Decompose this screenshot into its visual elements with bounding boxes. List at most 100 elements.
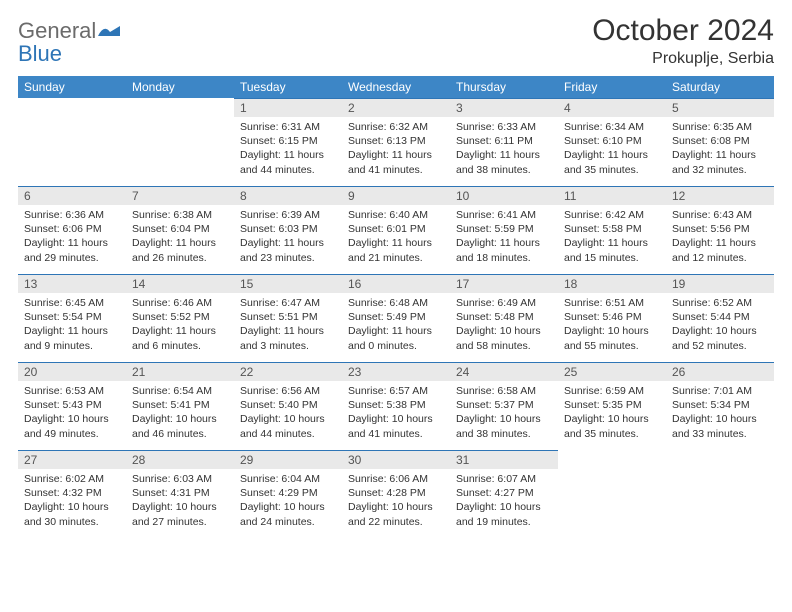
daylight-text-2: and 52 minutes. [672, 339, 768, 353]
day-header: Tuesday [234, 76, 342, 98]
daylight-text-1: Daylight: 11 hours [348, 324, 444, 338]
sunrise-text: Sunrise: 6:06 AM [348, 472, 444, 486]
daylight-text-1: Daylight: 10 hours [672, 324, 768, 338]
sunset-text: Sunset: 4:28 PM [348, 486, 444, 500]
daylight-text-2: and 3 minutes. [240, 339, 336, 353]
daylight-text-2: and 24 minutes. [240, 515, 336, 529]
calendar-cell: 24Sunrise: 6:58 AMSunset: 5:37 PMDayligh… [450, 362, 558, 450]
sunset-text: Sunset: 6:10 PM [564, 134, 660, 148]
day-details: Sunrise: 6:36 AMSunset: 6:06 PMDaylight:… [18, 205, 126, 269]
sunset-text: Sunset: 5:43 PM [24, 398, 120, 412]
calendar-head: Sunday Monday Tuesday Wednesday Thursday… [18, 76, 774, 98]
day-number: 14 [126, 274, 234, 293]
daylight-text-2: and 38 minutes. [456, 427, 552, 441]
daylight-text-2: and 38 minutes. [456, 163, 552, 177]
sunrise-text: Sunrise: 6:31 AM [240, 120, 336, 134]
sunset-text: Sunset: 5:48 PM [456, 310, 552, 324]
sunrise-text: Sunrise: 6:47 AM [240, 296, 336, 310]
daylight-text-2: and 58 minutes. [456, 339, 552, 353]
day-number: 26 [666, 362, 774, 381]
page-header: General Blue October 2024 Prokuplje, Ser… [18, 14, 774, 68]
day-details: Sunrise: 6:31 AMSunset: 6:15 PMDaylight:… [234, 117, 342, 181]
daylight-text-1: Daylight: 11 hours [132, 236, 228, 250]
daylight-text-1: Daylight: 11 hours [240, 236, 336, 250]
calendar-cell: 4Sunrise: 6:34 AMSunset: 6:10 PMDaylight… [558, 98, 666, 186]
calendar-cell: 18Sunrise: 6:51 AMSunset: 5:46 PMDayligh… [558, 274, 666, 362]
calendar-row: 20Sunrise: 6:53 AMSunset: 5:43 PMDayligh… [18, 362, 774, 450]
daylight-text-1: Daylight: 10 hours [456, 500, 552, 514]
sunrise-text: Sunrise: 6:51 AM [564, 296, 660, 310]
sunrise-text: Sunrise: 6:56 AM [240, 384, 336, 398]
day-number: 5 [666, 98, 774, 117]
location: Prokuplje, Serbia [592, 50, 774, 68]
calendar-cell: 13Sunrise: 6:45 AMSunset: 5:54 PMDayligh… [18, 274, 126, 362]
sunrise-text: Sunrise: 6:39 AM [240, 208, 336, 222]
sunrise-text: Sunrise: 6:04 AM [240, 472, 336, 486]
sunrise-text: Sunrise: 6:38 AM [132, 208, 228, 222]
day-details: Sunrise: 6:40 AMSunset: 6:01 PMDaylight:… [342, 205, 450, 269]
sunrise-text: Sunrise: 6:35 AM [672, 120, 768, 134]
sunset-text: Sunset: 5:52 PM [132, 310, 228, 324]
calendar-cell: 6Sunrise: 6:36 AMSunset: 6:06 PMDaylight… [18, 186, 126, 274]
sunrise-text: Sunrise: 6:52 AM [672, 296, 768, 310]
day-details: Sunrise: 6:45 AMSunset: 5:54 PMDaylight:… [18, 293, 126, 357]
daylight-text-1: Daylight: 11 hours [564, 148, 660, 162]
day-number: 21 [126, 362, 234, 381]
daylight-text-2: and 21 minutes. [348, 251, 444, 265]
daylight-text-1: Daylight: 10 hours [24, 500, 120, 514]
daylight-text-1: Daylight: 11 hours [456, 148, 552, 162]
sunset-text: Sunset: 4:29 PM [240, 486, 336, 500]
daylight-text-2: and 46 minutes. [132, 427, 228, 441]
day-number: 13 [18, 274, 126, 293]
day-number: 9 [342, 186, 450, 205]
day-number: 12 [666, 186, 774, 205]
day-number: 31 [450, 450, 558, 469]
day-details: Sunrise: 6:53 AMSunset: 5:43 PMDaylight:… [18, 381, 126, 445]
calendar-cell: 22Sunrise: 6:56 AMSunset: 5:40 PMDayligh… [234, 362, 342, 450]
daylight-text-1: Daylight: 10 hours [456, 324, 552, 338]
sunset-text: Sunset: 5:34 PM [672, 398, 768, 412]
day-header: Sunday [18, 76, 126, 98]
daylight-text-1: Daylight: 11 hours [24, 236, 120, 250]
calendar-cell: 9Sunrise: 6:40 AMSunset: 6:01 PMDaylight… [342, 186, 450, 274]
daylight-text-2: and 0 minutes. [348, 339, 444, 353]
daylight-text-2: and 55 minutes. [564, 339, 660, 353]
sunrise-text: Sunrise: 6:49 AM [456, 296, 552, 310]
day-number: 23 [342, 362, 450, 381]
logo-text-2: Blue [18, 41, 62, 66]
calendar-cell: 15Sunrise: 6:47 AMSunset: 5:51 PMDayligh… [234, 274, 342, 362]
daylight-text-2: and 30 minutes. [24, 515, 120, 529]
day-details: Sunrise: 6:41 AMSunset: 5:59 PMDaylight:… [450, 205, 558, 269]
day-number: 19 [666, 274, 774, 293]
day-number: 16 [342, 274, 450, 293]
calendar-cell: 7Sunrise: 6:38 AMSunset: 6:04 PMDaylight… [126, 186, 234, 274]
calendar-cell: 27Sunrise: 6:02 AMSunset: 4:32 PMDayligh… [18, 450, 126, 538]
calendar-cell [558, 450, 666, 538]
day-details: Sunrise: 6:47 AMSunset: 5:51 PMDaylight:… [234, 293, 342, 357]
sunset-text: Sunset: 6:01 PM [348, 222, 444, 236]
day-number: 15 [234, 274, 342, 293]
calendar-cell: 30Sunrise: 6:06 AMSunset: 4:28 PMDayligh… [342, 450, 450, 538]
calendar-cell: 23Sunrise: 6:57 AMSunset: 5:38 PMDayligh… [342, 362, 450, 450]
day-number: 28 [126, 450, 234, 469]
daylight-text-2: and 35 minutes. [564, 427, 660, 441]
calendar-cell: 8Sunrise: 6:39 AMSunset: 6:03 PMDaylight… [234, 186, 342, 274]
day-header: Thursday [450, 76, 558, 98]
logo-text-1: General [18, 18, 96, 43]
calendar-cell [666, 450, 774, 538]
day-details: Sunrise: 6:07 AMSunset: 4:27 PMDaylight:… [450, 469, 558, 533]
sunset-text: Sunset: 5:44 PM [672, 310, 768, 324]
day-details: Sunrise: 6:33 AMSunset: 6:11 PMDaylight:… [450, 117, 558, 181]
calendar-cell: 29Sunrise: 6:04 AMSunset: 4:29 PMDayligh… [234, 450, 342, 538]
sunrise-text: Sunrise: 6:33 AM [456, 120, 552, 134]
sunrise-text: Sunrise: 6:34 AM [564, 120, 660, 134]
sunrise-text: Sunrise: 6:48 AM [348, 296, 444, 310]
sunrise-text: Sunrise: 6:41 AM [456, 208, 552, 222]
daylight-text-2: and 23 minutes. [240, 251, 336, 265]
calendar-cell: 12Sunrise: 6:43 AMSunset: 5:56 PMDayligh… [666, 186, 774, 274]
sunrise-text: Sunrise: 6:32 AM [348, 120, 444, 134]
daylight-text-2: and 33 minutes. [672, 427, 768, 441]
day-details: Sunrise: 6:59 AMSunset: 5:35 PMDaylight:… [558, 381, 666, 445]
calendar-cell: 16Sunrise: 6:48 AMSunset: 5:49 PMDayligh… [342, 274, 450, 362]
sunset-text: Sunset: 5:51 PM [240, 310, 336, 324]
